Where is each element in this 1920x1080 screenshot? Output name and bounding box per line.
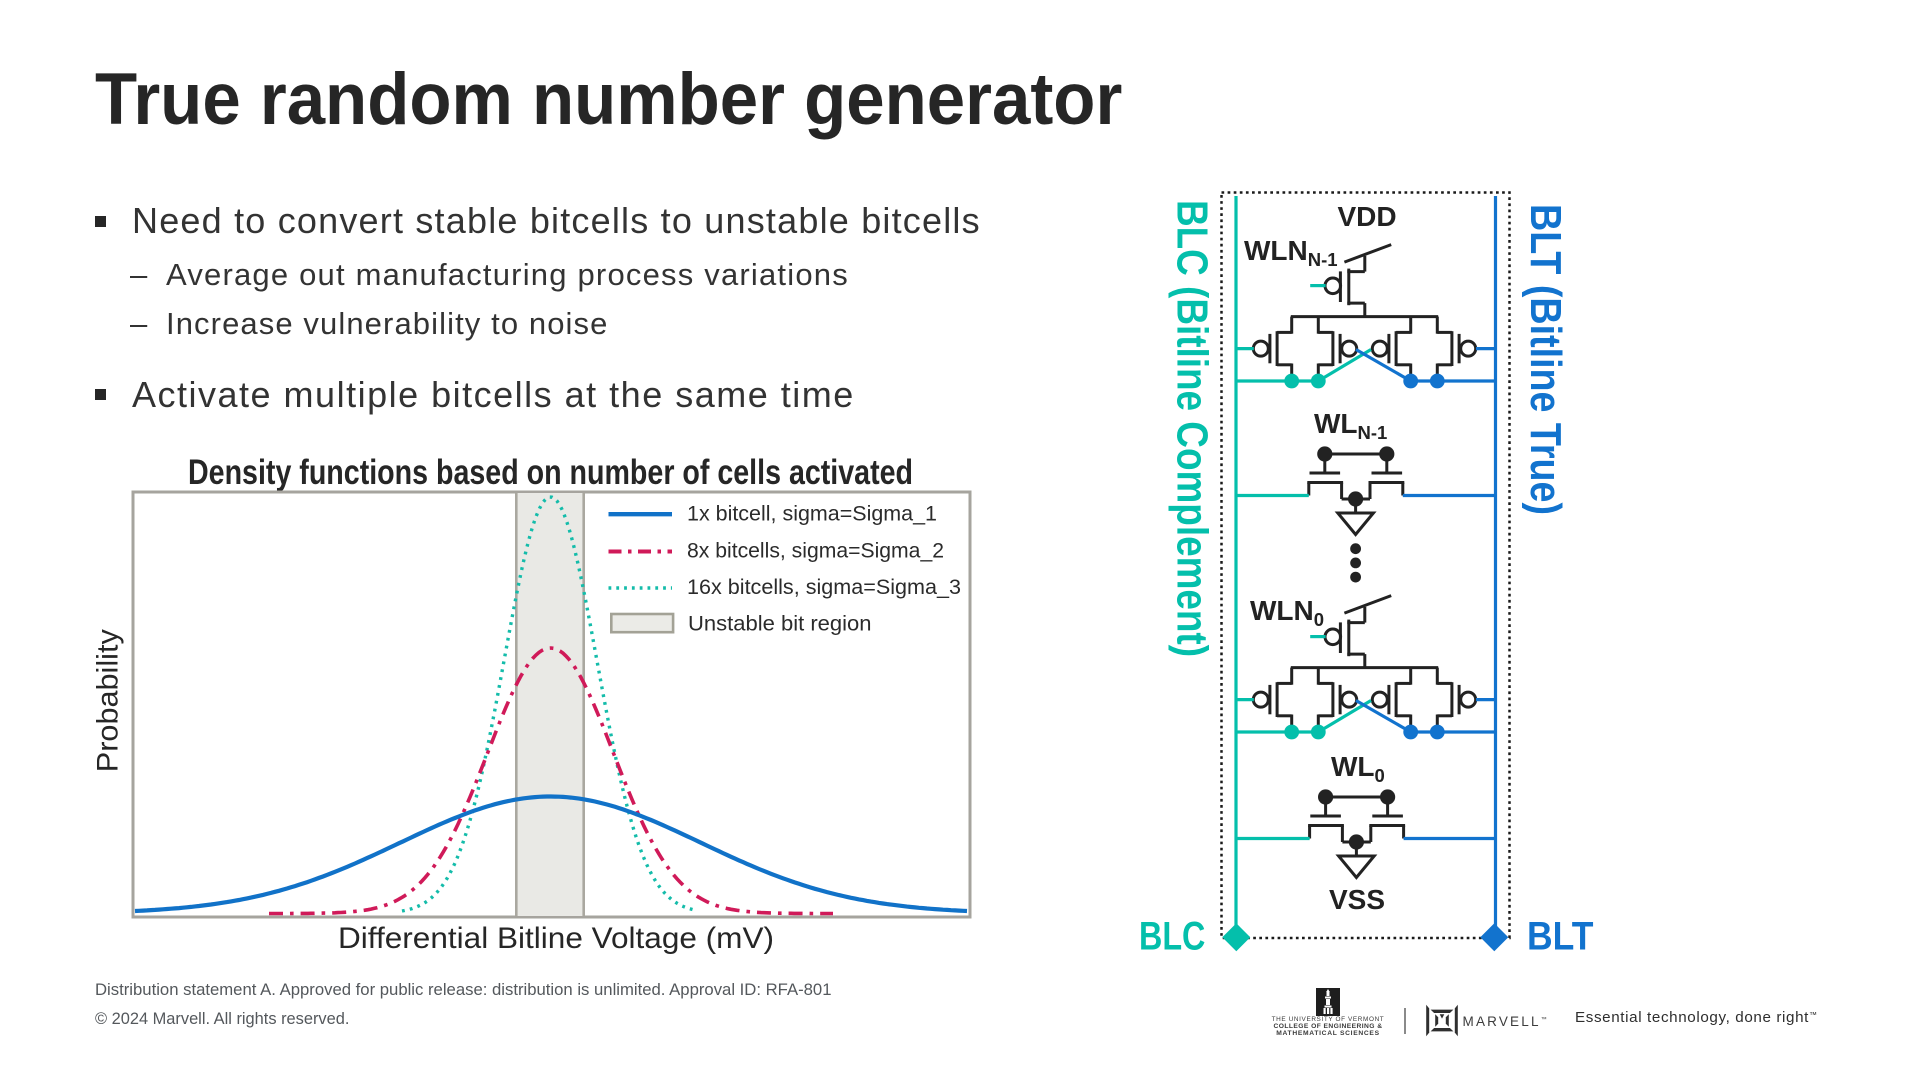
- svg-text:Density functions based on num: Density functions based on number of cel…: [188, 453, 913, 492]
- svg-text:1x bitcell, sigma=Sigma_1: 1x bitcell, sigma=Sigma_1: [687, 502, 937, 525]
- svg-text:8x bitcells, sigma=Sigma_2: 8x bitcells, sigma=Sigma_2: [687, 540, 944, 563]
- svg-text:BLC: BLC: [1139, 915, 1205, 959]
- svg-text:Probability: Probability: [92, 629, 125, 772]
- svg-text:Unstable bit region: Unstable bit region: [688, 613, 872, 636]
- svg-text:BLT: BLT: [1527, 915, 1593, 959]
- svg-text:BLT (Bitline True): BLT (Bitline True): [1521, 204, 1570, 515]
- svg-text:WLNN-1: WLNN-1: [1244, 235, 1338, 270]
- svg-text:VDD: VDD: [1337, 201, 1396, 232]
- svg-text:WLN-1: WLN-1: [1314, 408, 1387, 443]
- svg-text:16x bitcells, sigma=Sigma_3: 16x bitcells, sigma=Sigma_3: [687, 576, 961, 599]
- svg-text:Differential Bitline Voltage (: Differential Bitline Voltage (mV): [338, 922, 774, 955]
- svg-text:WLN0: WLN0: [1250, 595, 1324, 630]
- svg-text:VSS: VSS: [1329, 884, 1385, 915]
- svg-text:WL0: WL0: [1331, 751, 1385, 786]
- svg-text:BLC (Bitline Complement): BLC (Bitline Complement): [1168, 200, 1217, 657]
